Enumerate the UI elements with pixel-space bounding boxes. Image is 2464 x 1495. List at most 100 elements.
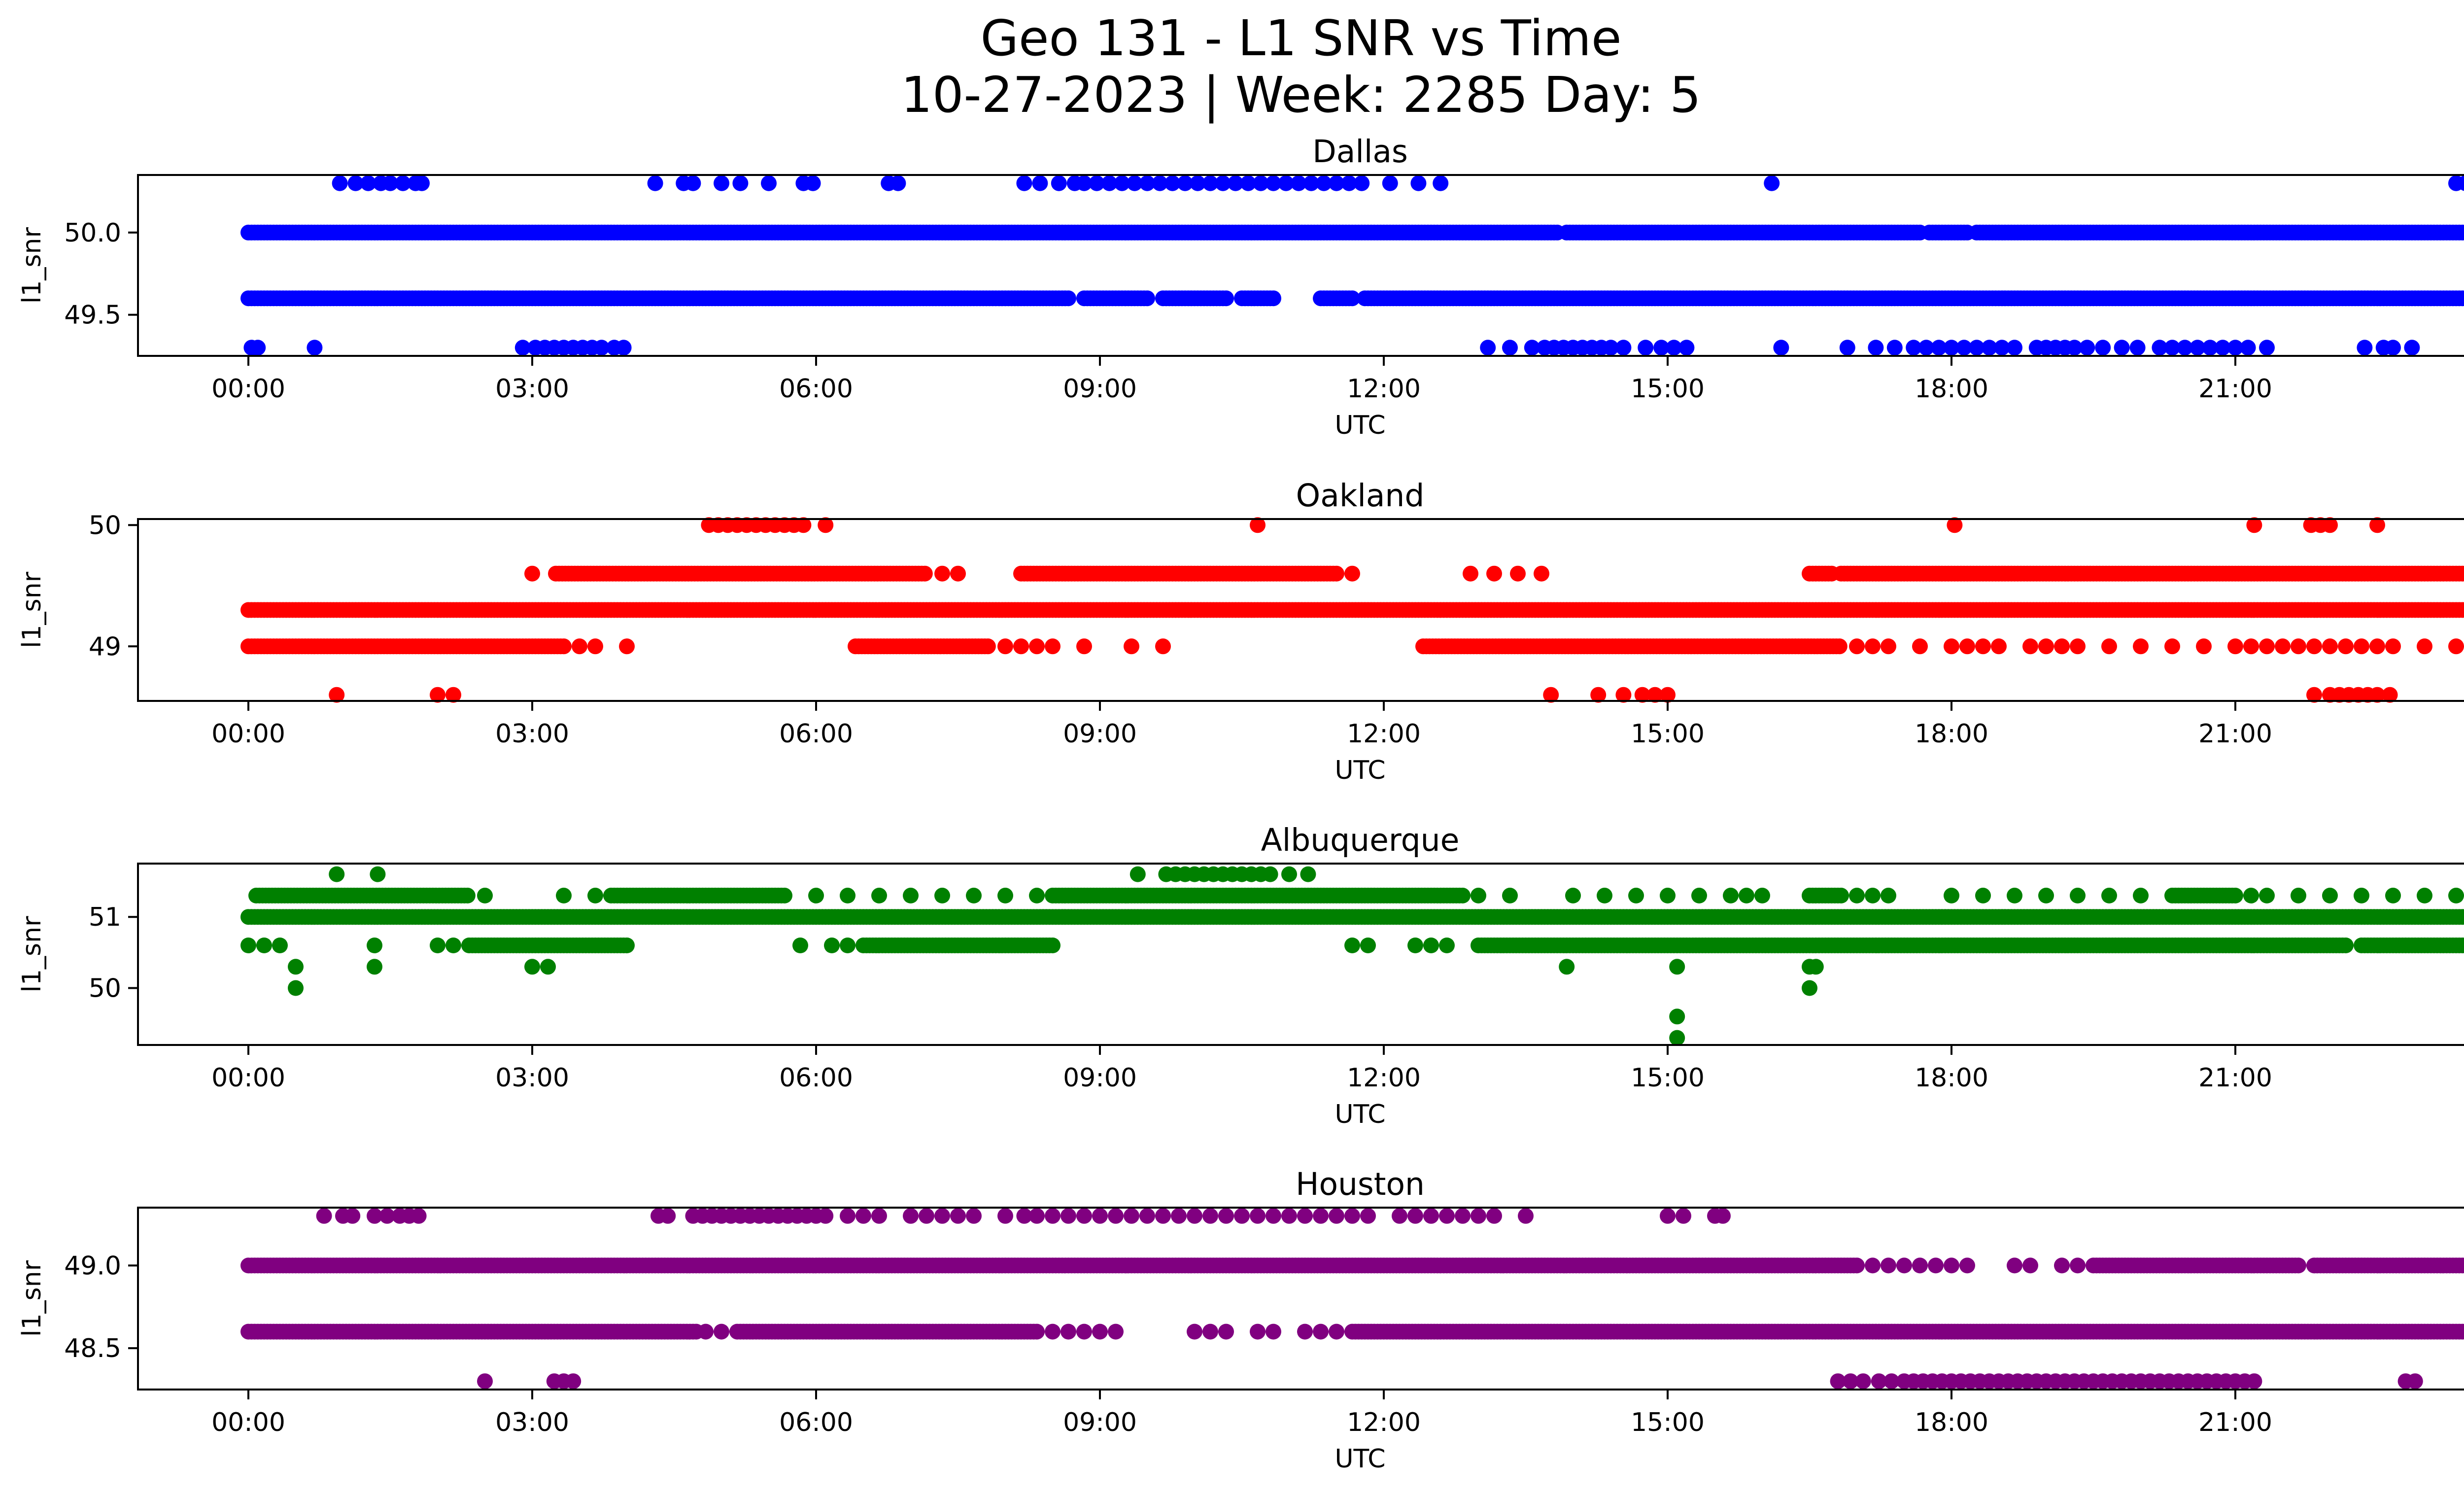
data-point: [2133, 887, 2149, 904]
data-point: [2164, 638, 2180, 655]
x-tick-label: 12:00: [1347, 719, 1421, 749]
data-point: [1802, 980, 1817, 996]
data-point: [2246, 517, 2262, 533]
data-point: [2275, 638, 2291, 655]
data-point: [1313, 1208, 1329, 1224]
data-point: [1865, 638, 1881, 655]
data-point: [288, 959, 304, 975]
x-tick-label: 00:00: [211, 1063, 285, 1093]
data-point: [2133, 638, 2149, 655]
data-point: [2177, 340, 2193, 356]
data-point: [1164, 175, 1181, 191]
y-tick-label: 49: [89, 632, 121, 661]
data-point: [382, 175, 398, 191]
data-point: [395, 175, 411, 191]
data-point: [2385, 887, 2401, 904]
data-point: [761, 175, 777, 191]
data-point: [1808, 959, 1824, 975]
x-tick-label: 15:00: [1631, 719, 1705, 749]
data-point: [1849, 638, 1865, 655]
data-point: [1559, 959, 1575, 975]
x-tick-label: 03:00: [495, 374, 569, 404]
data-point: [329, 866, 345, 882]
x-tick-label: 12:00: [1347, 1063, 1421, 1093]
data-point: [430, 938, 445, 953]
data-point: [1754, 887, 1770, 904]
data-point: [903, 1208, 919, 1224]
data-point: [2417, 887, 2432, 904]
data-point: [660, 1208, 676, 1224]
data-point: [1045, 638, 1061, 655]
data-point: [1669, 1030, 1685, 1046]
scatter-points: [240, 517, 2464, 703]
data-point: [2070, 887, 2086, 904]
data-point: [1228, 175, 1244, 191]
data-point: [1344, 938, 1360, 953]
data-point: [256, 938, 272, 953]
data-point: [840, 1208, 856, 1224]
data-point: [2070, 638, 2086, 655]
data-point: [1155, 1208, 1171, 1224]
data-point: [1956, 340, 1972, 356]
data-point: [1278, 175, 1294, 191]
data-point: [587, 638, 603, 655]
data-point: [2129, 340, 2146, 356]
data-point: [1660, 887, 1676, 904]
data-point: [840, 887, 856, 904]
x-tick-label: 18:00: [1915, 1063, 1988, 1093]
data-point: [1773, 340, 1789, 356]
data-point: [2164, 340, 2180, 356]
data-point: [795, 517, 812, 533]
data-point: [824, 938, 840, 953]
data-point: [1092, 1208, 1108, 1224]
data-point: [2114, 340, 2130, 356]
data-point: [572, 638, 587, 655]
data-point: [997, 1208, 1013, 1224]
data-point: [1669, 1008, 1685, 1025]
data-point: [1177, 175, 1193, 191]
data-point: [1300, 866, 1316, 882]
data-point: [1051, 175, 1067, 191]
scatter-points: [240, 866, 2464, 1046]
x-tick-label: 06:00: [779, 1063, 853, 1093]
data-point: [1329, 565, 1344, 582]
data-point: [2038, 638, 2054, 655]
data-point: [1344, 1208, 1360, 1224]
data-point: [2461, 567, 2464, 580]
data-point: [619, 638, 635, 655]
data-point: [2461, 292, 2464, 305]
data-point: [2448, 887, 2464, 904]
x-tick-label: 00:00: [211, 719, 285, 749]
data-point: [1262, 866, 1278, 882]
y-tick-label: 50.0: [64, 218, 121, 248]
data-point: [919, 1208, 934, 1224]
data-point: [934, 565, 950, 582]
data-point: [1502, 887, 1518, 904]
data-point: [1833, 887, 1849, 904]
x-axis-label: UTC: [1335, 756, 1385, 785]
data-point: [1433, 175, 1449, 191]
data-point: [997, 638, 1013, 655]
x-tick-label: 00:00: [211, 374, 285, 404]
data-point: [1029, 1208, 1045, 1224]
data-point: [1139, 290, 1155, 307]
data-point: [414, 175, 430, 191]
data-point: [840, 938, 856, 953]
figure-title-line1: Geo 131 - L1 SNR vs Time: [981, 9, 1622, 67]
data-point: [1281, 1208, 1297, 1224]
data-point: [1108, 1208, 1124, 1224]
data-point: [514, 340, 531, 356]
data-point: [732, 175, 749, 191]
data-point: [1991, 638, 2007, 655]
data-point: [890, 175, 906, 191]
data-point: [2066, 340, 2083, 356]
x-axis-label: UTC: [1335, 1100, 1385, 1129]
x-tick-label: 21:00: [2198, 1063, 2272, 1093]
data-point: [1565, 887, 1581, 904]
data-point: [1218, 290, 1234, 307]
data-point: [1603, 340, 1619, 356]
data-point: [1839, 340, 1855, 356]
data-point: [1947, 517, 1963, 533]
data-point: [2240, 340, 2256, 356]
data-point: [818, 1208, 834, 1224]
